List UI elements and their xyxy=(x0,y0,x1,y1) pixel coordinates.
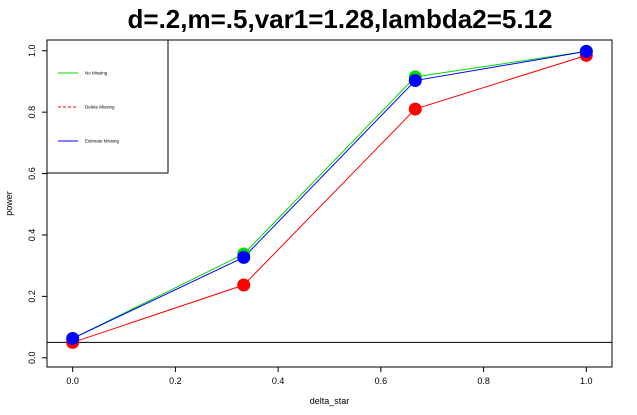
series-line-delete-missing xyxy=(72,54,587,343)
y-tick-label: 0.8 xyxy=(27,106,37,119)
legend-box xyxy=(46,39,169,174)
x-tick-label: 0.4 xyxy=(272,376,285,386)
x-axis-label: delta_star xyxy=(310,396,350,406)
data-point-estimate-missing xyxy=(408,74,422,88)
x-tick-label: 1.0 xyxy=(580,376,593,386)
legend-label-no-missing: No Missing xyxy=(85,71,108,76)
series-line-estimate-missing xyxy=(72,50,587,339)
data-point-estimate-missing xyxy=(66,331,80,345)
legend: No Missing Delete Missing Estimate Missi… xyxy=(46,39,169,174)
series-lines xyxy=(72,50,587,343)
data-point-estimate-missing xyxy=(579,44,593,58)
data-point-delete-missing xyxy=(237,278,251,292)
y-axis-label: power xyxy=(4,191,14,216)
legend-label-delete-missing: Delete Missing xyxy=(85,105,115,110)
x-tick-label: 0.0 xyxy=(66,376,79,386)
legend-label-estimate-missing: Estimate Missing xyxy=(85,139,120,144)
y-tick-label: 0.6 xyxy=(27,167,37,180)
data-point-delete-missing xyxy=(408,102,422,116)
x-tick-label: 0.6 xyxy=(375,376,388,386)
y-tick-label: 1.0 xyxy=(27,44,37,57)
series-points xyxy=(66,44,593,349)
data-point-estimate-missing xyxy=(237,250,251,264)
y-tick-label: 0.2 xyxy=(27,290,37,303)
y-tick-label: 0.4 xyxy=(27,229,37,242)
series-line-no-missing xyxy=(72,50,587,339)
y-tick-label: 0.0 xyxy=(27,352,37,365)
y-axis: 0.0 0.2 0.4 0.6 0.8 1.0 xyxy=(27,44,47,364)
x-axis: 0.0 0.2 0.4 0.6 0.8 1.0 xyxy=(66,367,593,386)
x-tick-label: 0.8 xyxy=(477,376,490,386)
chart-title: d=.2,m=.5,var1=1.28,lambda2=5.12 xyxy=(128,4,553,34)
x-tick-label: 0.2 xyxy=(169,376,182,386)
plot-frame xyxy=(46,39,613,368)
